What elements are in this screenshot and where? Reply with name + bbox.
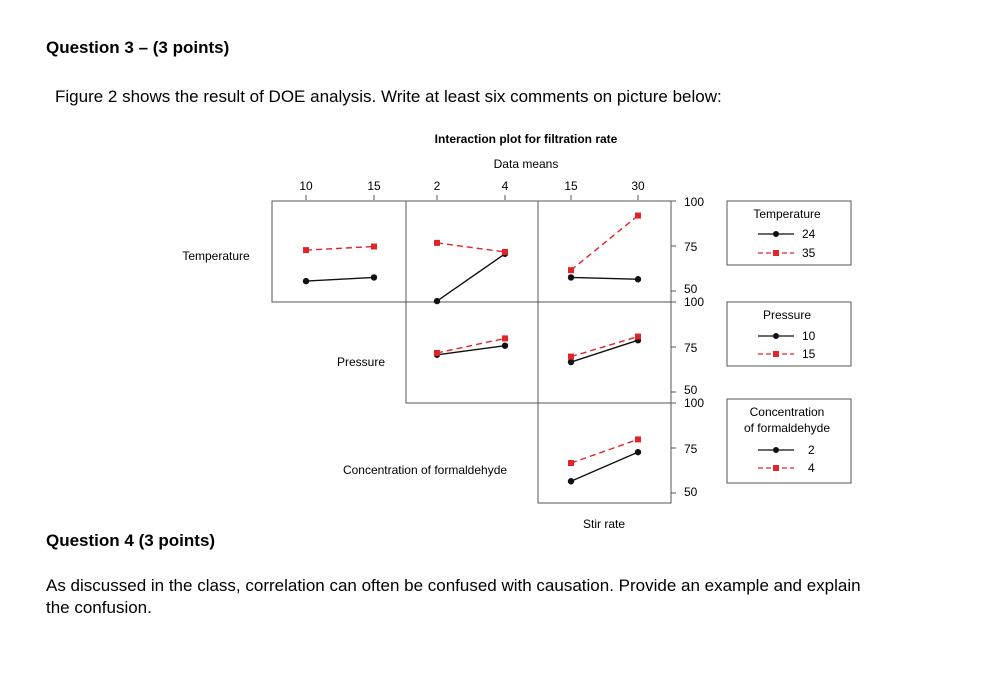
- factor-label-pressure: Pressure: [337, 355, 385, 369]
- legend-marker-low: [773, 447, 779, 453]
- data-point-low: [433, 297, 441, 305]
- legend-marker-high: [773, 351, 779, 357]
- data-point-low: [370, 274, 378, 281]
- legend-title: Pressure: [763, 308, 811, 322]
- data-point-high: [371, 243, 377, 250]
- y-tick-label: 75: [684, 442, 698, 456]
- data-point-high: [568, 460, 574, 467]
- series-line-low: [570, 276, 639, 280]
- series-line-low: [436, 344, 506, 356]
- data-point-high: [502, 248, 508, 255]
- data-point-low: [634, 276, 642, 283]
- legend-pressure: Pressure 10 15: [726, 301, 852, 367]
- y-tick-label: 100: [684, 295, 704, 309]
- series-line-high: [570, 215, 639, 271]
- data-point-high: [434, 349, 440, 356]
- data-point-high: [502, 335, 508, 342]
- y-tick-labels: 100 75 50 100 75 50 100 75 50: [684, 195, 704, 499]
- series-line-low: [305, 276, 375, 282]
- question-4-heading: Question 4 (3 points): [46, 531, 216, 550]
- panel-frames: [271, 200, 672, 504]
- legend-title: Temperature: [753, 207, 821, 221]
- factor-label-temperature: Temperature: [182, 249, 250, 263]
- x-tick-label: 30: [631, 179, 645, 193]
- x-tick-label: 15: [564, 179, 578, 193]
- question-4-text-line-2: the confusion.: [46, 598, 152, 617]
- y-tick-label: 50: [684, 282, 698, 296]
- legend-entry: 15: [802, 347, 816, 361]
- data-point-high: [635, 436, 641, 443]
- data-point-high: [568, 353, 574, 360]
- legend-entry: 4: [808, 461, 815, 475]
- y-tick-label: 75: [684, 341, 698, 355]
- series-line-low: [436, 253, 506, 302]
- y-tick-label: 100: [684, 195, 704, 209]
- y-tick-label: 50: [684, 383, 698, 397]
- legend-marker-high: [773, 250, 779, 256]
- chart-subtitle: Data means: [494, 157, 559, 171]
- legend-entry: 10: [802, 329, 816, 343]
- series-layer: [302, 212, 642, 485]
- chart-title: Interaction plot for filtration rate: [435, 132, 618, 146]
- legend-title: Concentration: [750, 405, 825, 419]
- data-point-high: [434, 239, 440, 246]
- question-3-text: Figure 2 shows the result of DOE analysi…: [55, 87, 722, 106]
- x-tick-label: 10: [299, 179, 313, 193]
- legend-marker-low: [773, 231, 779, 237]
- legend-title: of formaldehyde: [744, 421, 830, 435]
- legend-temperature: Temperature 24 35: [726, 200, 852, 266]
- legend-marker-low: [773, 333, 779, 339]
- y-tick-label: 75: [684, 240, 698, 254]
- series-line-low: [570, 339, 639, 363]
- data-point-low: [567, 478, 575, 485]
- factor-label-concentration: Concentration of formaldehyde: [343, 463, 507, 477]
- legend-concentration: Concentration of formaldehyde 2 4: [726, 398, 852, 484]
- data-point-high: [635, 212, 641, 219]
- y-tick-label: 100: [684, 396, 704, 410]
- series-line-high: [436, 337, 506, 354]
- series-line-high: [436, 242, 506, 253]
- series-line-high: [305, 245, 375, 251]
- x-tick-label: 4: [502, 179, 509, 193]
- series-line-high: [570, 438, 639, 464]
- data-point-high: [568, 267, 574, 274]
- question-3-heading: Question 3 – (3 points): [46, 38, 230, 57]
- data-point-high: [303, 247, 309, 254]
- y-tick-label: 50: [684, 485, 698, 499]
- series-line-high: [570, 335, 639, 358]
- series-line-low: [570, 451, 639, 482]
- legend-entry: 35: [802, 246, 816, 260]
- question-4-text-line-1: As discussed in the class, correlation c…: [46, 576, 861, 595]
- data-point-low: [302, 277, 310, 285]
- legend-entry: 24: [802, 227, 816, 241]
- data-point-high: [635, 333, 641, 340]
- legend-entry: 2: [808, 443, 815, 457]
- y-axis: [670, 200, 676, 503]
- x-tick-label: 2: [434, 179, 441, 193]
- x-ticks: [305, 195, 639, 200]
- factor-label-stir-rate: Stir rate: [583, 517, 625, 531]
- data-point-low: [567, 274, 575, 281]
- data-point-low: [567, 358, 575, 366]
- legend-marker-high: [773, 465, 779, 471]
- data-point-low: [501, 342, 509, 349]
- data-point-low: [634, 448, 642, 456]
- x-tick-label: 15: [367, 179, 381, 193]
